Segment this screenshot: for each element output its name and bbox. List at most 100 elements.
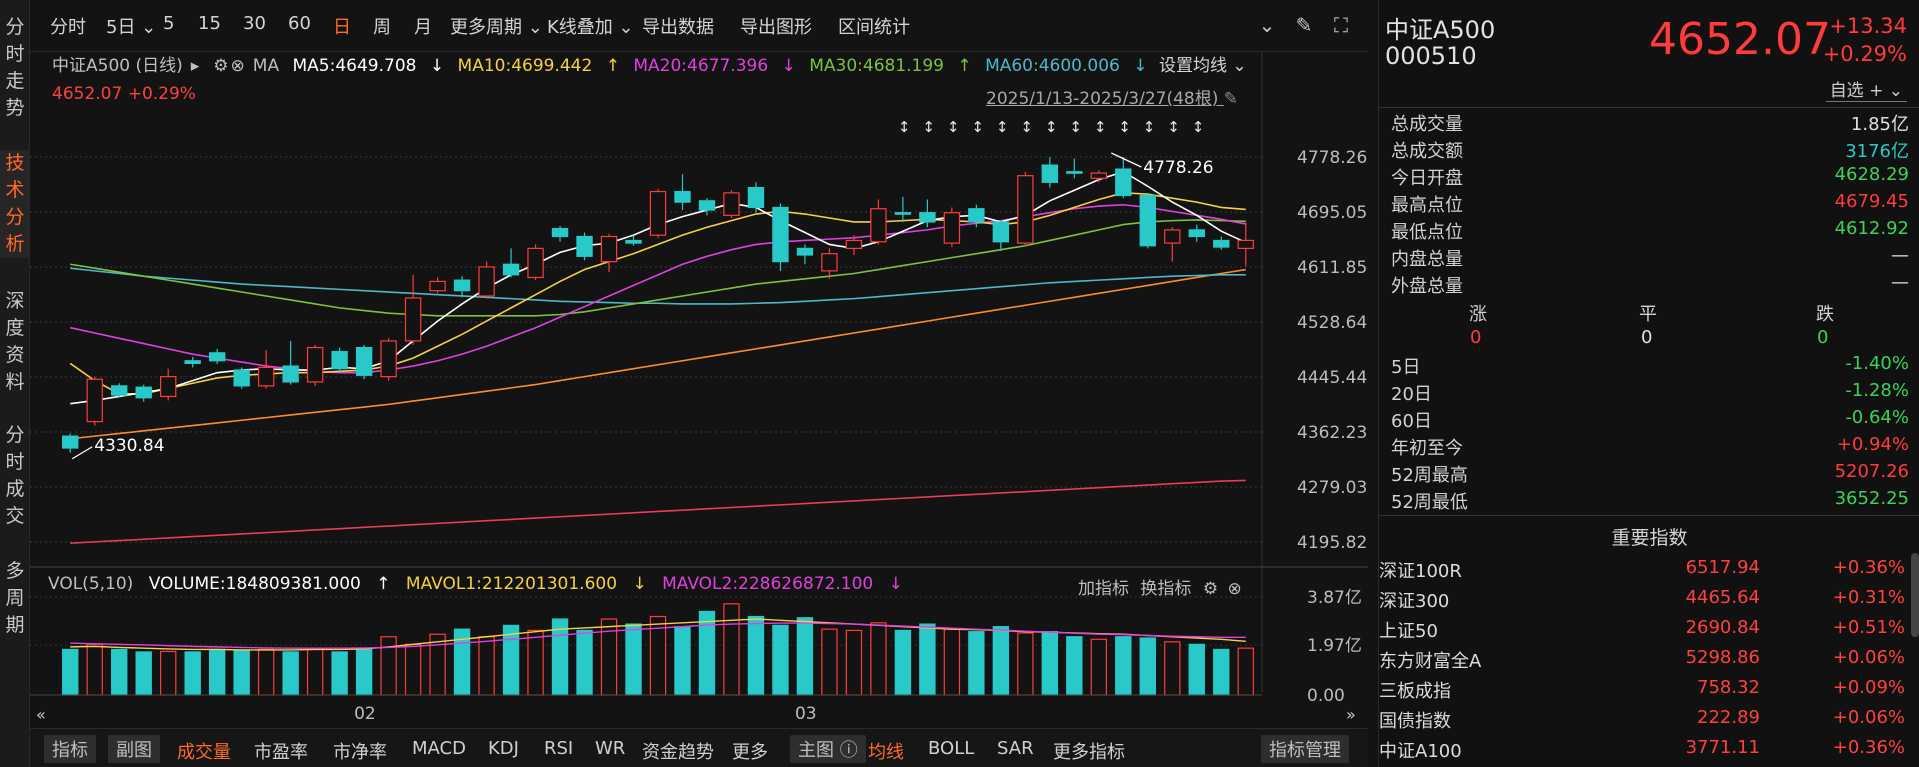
candle-body: [257, 366, 275, 387]
indicator-wr[interactable]: WR: [595, 738, 626, 759]
index-row-price: 4465.64: [1685, 587, 1760, 608]
index-row[interactable]: 上证50 2690.84 +0.51%: [1379, 617, 1905, 647]
add-indicator-button[interactable]: 加指标: [1078, 579, 1129, 599]
chevron-circle-icon[interactable]: ⌄: [1258, 13, 1276, 37]
nav-jishu[interactable]: 技术分析: [0, 150, 30, 258]
more-periods-dropdown[interactable]: 更多周期 ⌄: [450, 17, 543, 38]
draw-pen-icon[interactable]: ✎: [1295, 13, 1313, 37]
tab-day[interactable]: 日: [333, 17, 351, 38]
nav-fenshi[interactable]: 分时走势: [0, 14, 30, 122]
range-stats-button[interactable]: 区间统计: [838, 17, 910, 38]
scroll-right-icon[interactable]: »: [1346, 705, 1356, 724]
stat-row-value: 4679.45: [1834, 191, 1909, 212]
close-circle-icon[interactable]: ⊗: [230, 56, 245, 76]
price-change-pct: +0.29%: [1822, 42, 1907, 66]
chevron-down-icon[interactable]: ⌄: [1888, 81, 1903, 101]
index-row-price: 758.32: [1697, 677, 1760, 698]
nav-char: 势: [5, 97, 25, 119]
ma10-value: MA10:4699.442 ↑: [457, 56, 620, 76]
kline-overlay-dropdown[interactable]: K线叠加 ⌄: [547, 17, 634, 38]
tab-week[interactable]: 周: [373, 17, 391, 38]
tab-60min[interactable]: 60: [288, 13, 311, 34]
indicator-rsi[interactable]: RSI: [544, 738, 574, 759]
nav-shendu[interactable]: 深度资料: [0, 288, 30, 396]
kline-chart[interactable]: 4778.26 4330.84 ↕ ↕ ↕ ↕ ↕ ↕ ↕ ↕ ↕ ↕ ↕ ↕ ↕ 4778.26 4695.…: [30, 52, 1368, 728]
tab-5min[interactable]: 5: [163, 13, 175, 34]
price-change-line: 4652.07 +0.29%: [52, 84, 196, 104]
volume-bar: [894, 629, 912, 696]
stat-row-label: 总成交量: [1391, 114, 1463, 135]
index-row-name: 中证A100: [1379, 741, 1462, 762]
indicator-manage-button[interactable]: 指标管理: [1261, 735, 1349, 763]
gear-icon[interactable]: ⚙: [1202, 579, 1219, 599]
index-row[interactable]: 三板成指 758.32 +0.09%: [1379, 677, 1905, 707]
candle-body: [943, 212, 961, 244]
fullscreen-icon[interactable]: ⛶: [1334, 13, 1348, 37]
nav-char: 分: [5, 424, 25, 446]
period-row-label: 20日: [1391, 384, 1432, 405]
price-tick-label: 4778.26: [1297, 148, 1367, 168]
stat-row: 最高点位 4679.45: [1391, 191, 1909, 218]
export-data-button[interactable]: 导出数据: [642, 17, 714, 38]
index-row[interactable]: 东方财富全A 5298.86 +0.06%: [1379, 647, 1905, 677]
candle-body: [600, 235, 618, 263]
scrollbar-thumb[interactable]: [1911, 553, 1919, 637]
subchart-box-button[interactable]: 副图: [108, 735, 160, 763]
volume-bar: [160, 650, 177, 696]
signal-mark: ↕: [1167, 118, 1180, 136]
candle-body: [747, 186, 765, 209]
ma-legend: 中证A500 (日线) ▸ ⚙ ⊗ MA MA5:4649.708 ↓ MA10:469…: [52, 51, 1156, 76]
watchlist-label: 自选 +: [1829, 81, 1884, 101]
stat-row-value: —: [1891, 245, 1909, 266]
indicator-fund-trend[interactable]: 资金趋势: [642, 742, 714, 763]
index-row[interactable]: 国债指数 222.89 +0.06%: [1379, 707, 1905, 737]
main-indicator-sar[interactable]: SAR: [997, 738, 1034, 759]
indicator-more[interactable]: 更多: [732, 742, 768, 763]
nav-duozhouqi[interactable]: 多周期: [0, 558, 30, 639]
stat-row-label: 今日开盘: [1391, 168, 1463, 189]
gear-icon[interactable]: ⚙: [213, 56, 229, 76]
candle: [331, 347, 348, 373]
indicator-pb[interactable]: 市净率: [333, 742, 387, 763]
important-index-title: 重要指数: [1611, 527, 1688, 549]
candle-body: [1041, 164, 1059, 183]
tab-15min[interactable]: 15: [198, 13, 221, 34]
pin-icon[interactable]: ✎: [1223, 89, 1239, 109]
indicator-volume[interactable]: 成交量: [177, 742, 231, 763]
index-row[interactable]: 中证A100 3771.11 +0.36%: [1379, 737, 1905, 767]
volume-bar: [355, 648, 373, 696]
indicator-pe[interactable]: 市盈率: [254, 742, 308, 763]
main-indicator-ma[interactable]: 均线: [868, 742, 904, 763]
nav-char: 成: [5, 478, 25, 500]
export-chart-button[interactable]: 导出图形: [740, 17, 812, 38]
tab-month[interactable]: 月: [414, 17, 432, 38]
close-circle-icon[interactable]: ⊗: [1227, 579, 1242, 599]
help-icon[interactable]: ⓘ: [839, 740, 858, 761]
nav-fenshi-chengjiao[interactable]: 分时成交: [0, 422, 30, 530]
indicator-macd[interactable]: MACD: [412, 738, 466, 759]
main-chart-box-button[interactable]: 主图 ⓘ: [790, 735, 866, 763]
tab-30min[interactable]: 30: [243, 13, 266, 34]
index-row[interactable]: 深证100R 6517.94 +0.36%: [1379, 557, 1905, 587]
indicator-kdj[interactable]: KDJ: [488, 738, 519, 759]
candle: [1237, 222, 1254, 267]
switch-indicator-button[interactable]: 换指标: [1140, 579, 1192, 599]
set-ma-dropdown[interactable]: 设置均线 ⌄: [1159, 56, 1247, 76]
indicator-box-button[interactable]: 指标: [44, 735, 96, 763]
index-row[interactable]: 深证300 4465.64 +0.31%: [1379, 587, 1905, 617]
main-indicator-more[interactable]: 更多指标: [1053, 742, 1125, 763]
tab-5day[interactable]: 5日 ⌄: [106, 17, 157, 38]
date-range-link[interactable]: 2025/1/13-2025/3/27(48根) ✎: [986, 84, 1238, 109]
period-row-label: 52周最低: [1391, 492, 1468, 513]
candle-body: [649, 190, 667, 236]
main-indicator-boll[interactable]: BOLL: [928, 738, 975, 759]
tab-fenshi[interactable]: 分时: [50, 17, 86, 38]
last-price: 4652.07: [1649, 14, 1831, 65]
flat-label: 平: [1639, 304, 1657, 325]
ma20-value: MA20:4677.396 ↓: [633, 56, 796, 76]
add-to-watchlist-button[interactable]: 自选 + ⌄: [1825, 76, 1907, 102]
scroll-left-icon[interactable]: «: [36, 705, 46, 724]
candle-body: [845, 239, 863, 249]
triangle-right-icon[interactable]: ▸: [190, 56, 200, 76]
period-row: 5日 -1.40%: [1391, 353, 1909, 380]
